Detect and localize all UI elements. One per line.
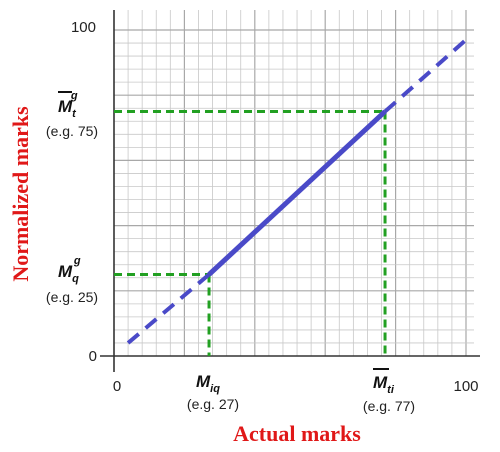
series-segment-dashed-2 <box>383 38 468 113</box>
y-low-label: Mqg <box>58 255 81 285</box>
axes <box>100 10 480 372</box>
grid <box>114 10 474 356</box>
x-low-example: (e.g. 27) <box>187 396 239 412</box>
series-lines <box>126 38 468 345</box>
series-segment-solid-1 <box>207 109 387 277</box>
y-tick-100: 100 <box>71 19 96 36</box>
y-high-label: Mtg <box>58 90 78 120</box>
x-tick-0: 0 <box>113 378 121 395</box>
y-low-example: (e.g. 25) <box>46 289 98 305</box>
series-segment-dashed-0 <box>126 272 211 345</box>
x-high-label: Mti <box>373 373 395 396</box>
x-high-example: (e.g. 77) <box>363 398 415 414</box>
x-low-label: Miq <box>196 372 220 395</box>
y-high-example: (e.g. 75) <box>46 123 98 139</box>
y-tick-0: 0 <box>89 348 97 365</box>
y-axis-title: Normalized marks <box>8 106 33 282</box>
guide-lines <box>114 110 387 356</box>
x-tick-100: 100 <box>453 378 478 395</box>
x-axis-title: Actual marks <box>233 421 361 446</box>
